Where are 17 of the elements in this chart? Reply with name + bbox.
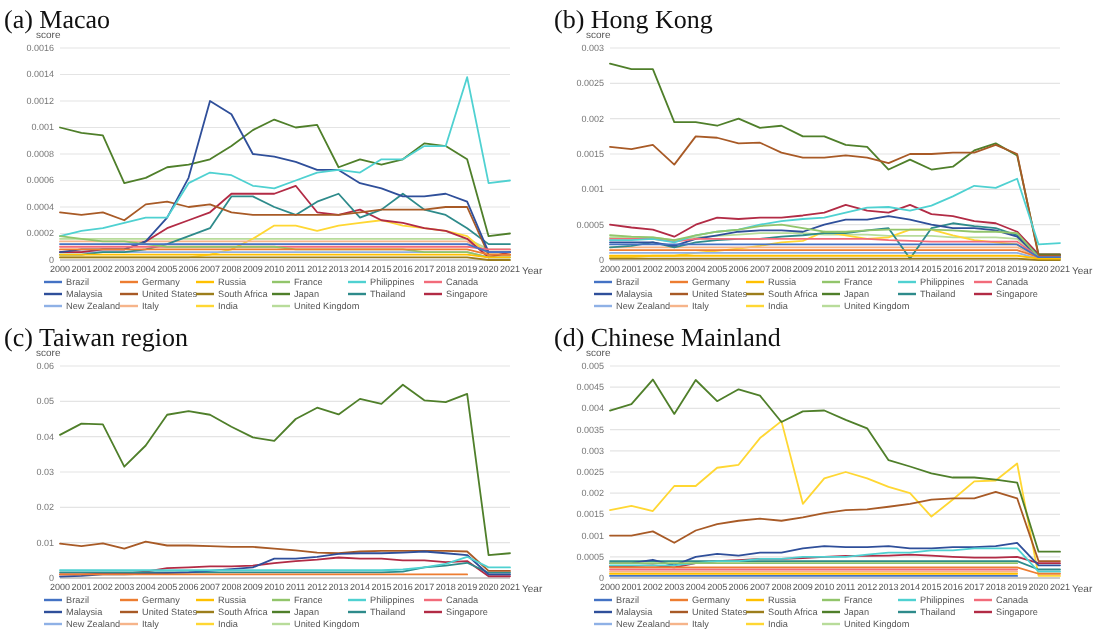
- line-series: [609, 378, 1061, 553]
- chart-title: (a) Macao: [4, 4, 111, 34]
- line-series: [59, 540, 511, 572]
- line-series: [609, 547, 1061, 573]
- chart-title: (b) Hong Kong: [554, 4, 714, 34]
- line-series: [59, 383, 511, 556]
- line-series: [59, 555, 511, 572]
- line-series: [59, 550, 511, 578]
- chart-title: (c) Taiwan region: [4, 322, 189, 352]
- line-series: [609, 491, 1061, 562]
- line-series: [609, 177, 1061, 246]
- line-series: [59, 118, 511, 238]
- line-series: [59, 76, 511, 238]
- line-series: [609, 62, 1061, 256]
- line-series: [609, 135, 1061, 257]
- chart-title: (d) Chinese Mainland: [554, 322, 782, 352]
- line-series: [609, 420, 1061, 577]
